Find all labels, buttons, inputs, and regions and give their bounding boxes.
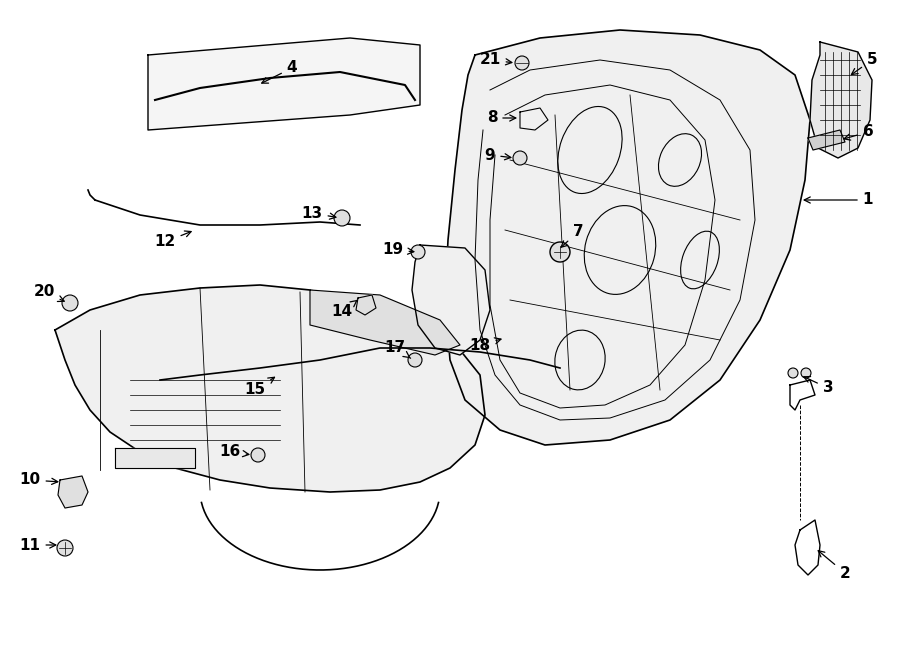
Text: 17: 17 <box>384 340 410 358</box>
Polygon shape <box>356 295 376 315</box>
Circle shape <box>515 56 529 70</box>
Text: 9: 9 <box>485 147 511 163</box>
Text: 14: 14 <box>331 300 357 319</box>
Text: 8: 8 <box>487 110 516 126</box>
Text: 10: 10 <box>20 473 58 488</box>
Text: 12: 12 <box>155 231 191 249</box>
Circle shape <box>334 210 350 226</box>
Text: 18: 18 <box>470 338 501 352</box>
Text: 6: 6 <box>844 124 873 140</box>
Text: 20: 20 <box>33 284 64 301</box>
Circle shape <box>57 540 73 556</box>
Polygon shape <box>445 30 810 445</box>
Text: 7: 7 <box>561 225 583 247</box>
Text: 13: 13 <box>302 206 336 221</box>
Circle shape <box>513 151 527 165</box>
Circle shape <box>801 368 811 378</box>
Polygon shape <box>55 285 485 492</box>
Text: 19: 19 <box>382 243 414 258</box>
Circle shape <box>411 245 425 259</box>
Polygon shape <box>810 42 872 158</box>
Circle shape <box>251 448 265 462</box>
Circle shape <box>62 295 78 311</box>
Text: 1: 1 <box>805 192 873 208</box>
Text: 21: 21 <box>480 52 512 67</box>
Polygon shape <box>115 448 195 468</box>
Polygon shape <box>310 290 460 355</box>
Circle shape <box>788 368 798 378</box>
Text: 11: 11 <box>20 537 56 553</box>
Polygon shape <box>148 38 420 130</box>
Text: 2: 2 <box>818 551 850 580</box>
Text: 16: 16 <box>220 444 249 459</box>
Polygon shape <box>58 476 88 508</box>
Circle shape <box>408 353 422 367</box>
Text: 4: 4 <box>262 61 297 83</box>
Text: 3: 3 <box>804 377 833 395</box>
Circle shape <box>550 242 570 262</box>
Text: 5: 5 <box>851 52 878 75</box>
Text: 15: 15 <box>245 377 274 397</box>
Polygon shape <box>808 130 845 150</box>
Polygon shape <box>412 245 490 355</box>
